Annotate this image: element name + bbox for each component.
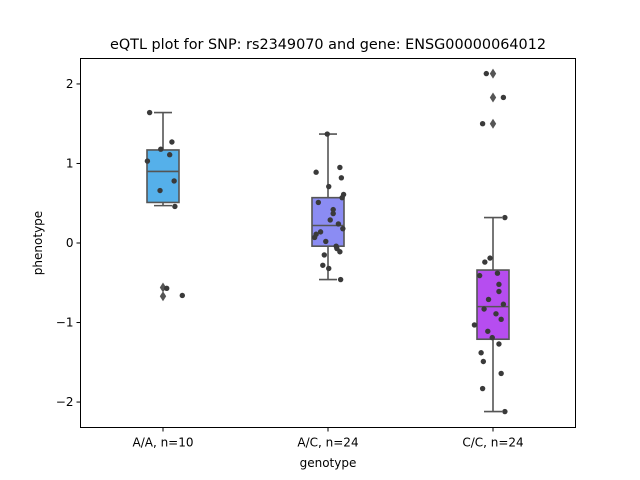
data-point xyxy=(169,139,175,145)
data-point xyxy=(335,221,342,227)
x-tick-label: A/C, n=24 xyxy=(297,436,358,450)
data-point xyxy=(481,306,487,312)
data-point xyxy=(471,322,478,328)
data-point xyxy=(483,70,490,77)
data-point xyxy=(324,131,330,137)
data-point xyxy=(485,296,492,303)
data-point xyxy=(482,259,488,265)
data-point xyxy=(317,229,324,235)
data-point xyxy=(166,152,173,158)
data-point xyxy=(172,203,178,210)
data-point xyxy=(320,262,326,268)
data-point xyxy=(330,206,336,213)
chart-title: eQTL plot for SNP: rs2349070 and gene: E… xyxy=(110,37,546,53)
data-point xyxy=(485,328,491,334)
data-point xyxy=(494,270,501,276)
data-point xyxy=(164,285,170,292)
data-point xyxy=(496,288,502,295)
data-point xyxy=(479,385,486,392)
data-point xyxy=(337,276,344,283)
data-point xyxy=(315,199,322,206)
data-point xyxy=(500,301,507,307)
data-point xyxy=(502,408,508,415)
outlier-marker xyxy=(489,68,497,79)
genotype-group xyxy=(471,68,510,415)
data-point xyxy=(480,358,487,365)
y-tick-label: −1 xyxy=(56,316,74,330)
data-point xyxy=(493,311,499,317)
data-point xyxy=(337,249,343,255)
data-point xyxy=(476,272,483,279)
y-axis-label: phenotype xyxy=(31,211,45,275)
data-point xyxy=(338,175,345,181)
y-tick-label: 0 xyxy=(66,236,74,250)
data-point xyxy=(326,265,332,272)
box xyxy=(146,149,180,204)
data-point xyxy=(498,370,504,377)
plot-area xyxy=(144,68,510,415)
data-point xyxy=(479,121,486,127)
data-point xyxy=(496,281,502,288)
data-point xyxy=(487,255,493,261)
data-point xyxy=(144,158,151,164)
outlier-marker xyxy=(159,282,167,293)
outlier-marker xyxy=(489,118,497,129)
data-point xyxy=(323,238,329,245)
data-point xyxy=(489,334,495,341)
data-point xyxy=(326,183,332,190)
genotype-group xyxy=(144,109,186,302)
data-point xyxy=(498,316,504,323)
genotype-group xyxy=(311,131,347,283)
y-tick-label: −2 xyxy=(56,395,74,409)
data-point xyxy=(502,214,508,221)
data-point xyxy=(179,292,186,299)
plot-frame xyxy=(80,58,576,428)
outlier-marker xyxy=(159,291,167,302)
data-point xyxy=(311,234,318,241)
data-point xyxy=(337,164,343,171)
y-tick-label: 2 xyxy=(66,77,74,91)
data-point xyxy=(327,217,333,223)
x-tick-label: C/C, n=24 xyxy=(462,436,523,450)
data-point xyxy=(478,350,484,356)
data-point xyxy=(157,187,163,194)
data-point xyxy=(321,252,327,258)
data-point xyxy=(340,225,346,232)
data-point xyxy=(313,169,319,175)
axes: −2 −1 0 1 2 A/A, n=10 A/C, n=24 C/C, n=24 xyxy=(56,77,524,450)
data-point xyxy=(330,210,336,217)
data-point xyxy=(171,178,177,184)
data-point xyxy=(158,146,164,152)
data-point xyxy=(500,94,507,101)
y-tick-label: 1 xyxy=(66,156,74,170)
x-axis-label: genotype xyxy=(300,456,357,470)
outlier-marker xyxy=(489,92,497,103)
data-point xyxy=(146,109,153,116)
x-tick-label: A/A, n=10 xyxy=(132,436,193,450)
data-point xyxy=(339,194,345,201)
data-point xyxy=(496,341,502,347)
